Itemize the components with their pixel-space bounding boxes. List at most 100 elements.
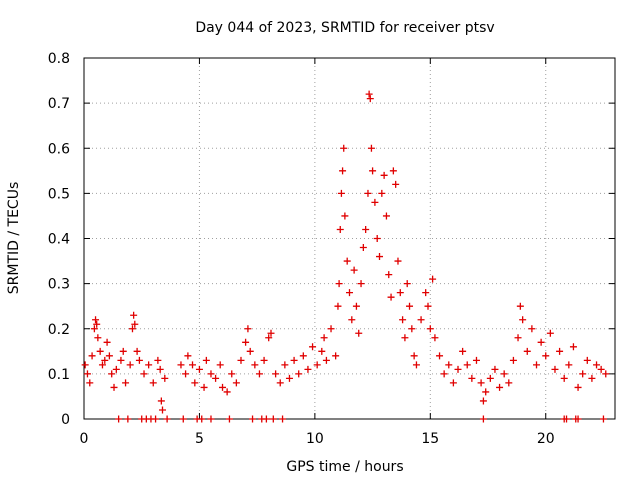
x-axis-label: GPS time / hours [286,459,403,475]
data-point [332,352,340,360]
data-point [546,329,554,337]
data-point [117,356,125,364]
data-point [366,95,374,103]
data-point [320,334,328,342]
data-point [103,338,111,346]
data-point [417,316,425,324]
data-point [94,334,102,342]
data-point [242,338,250,346]
data-point [313,361,321,369]
data-point [412,361,420,369]
data-point [122,379,130,387]
data-point [385,271,393,279]
data-point [426,325,434,333]
data-point [223,388,231,396]
data-point [401,334,409,342]
data-point [105,352,113,360]
data-point [429,275,437,283]
data-point [491,365,499,373]
data-point [126,361,134,369]
data-point [528,325,536,333]
data-point [304,365,312,373]
data-point [249,415,257,423]
data-point [140,370,148,378]
data-point [560,374,568,382]
y-tick-labels: 0 0.1 0.2 0.3 0.4 0.5 0.6 0.7 0.8 [48,51,70,428]
data-point [157,397,165,405]
y-tick-label: 0.2 [48,322,70,338]
y-axis-label: SRMTID / TECUs [6,182,22,295]
data-point [337,189,345,197]
data-point [516,302,524,310]
data-point [285,374,293,382]
data-point [369,167,377,175]
y-tick-label: 0.7 [48,96,70,112]
data-point [158,406,166,414]
data-point [410,352,418,360]
data-point [376,253,384,261]
data-point [276,379,284,387]
data-point [96,347,104,355]
data-point [436,352,444,360]
y-tick-label: 0 [61,412,70,428]
data-point [156,365,164,373]
data-point [362,225,370,233]
x-tick-labels: 0 5 10 15 20 [80,431,555,447]
data-point [232,379,240,387]
data-point [267,329,275,337]
data-point [145,361,153,369]
data-point [110,383,118,391]
data-point [341,212,349,220]
data-point [343,257,351,265]
data-point [279,415,287,423]
data-point [565,361,573,369]
data-points [81,90,610,423]
data-point [468,374,476,382]
data-point [479,397,487,405]
data-point [195,365,203,373]
data-point [152,415,160,423]
data-point [445,361,453,369]
data-point [394,257,402,265]
x-tick-label: 0 [80,431,89,447]
data-point [392,180,400,188]
y-tick-label: 0.4 [48,232,70,248]
data-point [225,415,233,423]
data-point [569,343,577,351]
data-point [382,212,390,220]
data-point [599,415,607,423]
data-point [574,383,582,391]
data-point [355,329,363,337]
data-point [519,316,527,324]
x-tick-label: 5 [195,431,204,447]
data-point [272,370,280,378]
data-point [588,374,596,382]
data-point [440,370,448,378]
data-point [500,370,508,378]
data-point [318,347,326,355]
data-point [350,266,358,274]
data-point [299,352,307,360]
data-point [98,361,106,369]
data-point [463,361,471,369]
data-point [482,388,490,396]
data-point [90,325,98,333]
data-point [124,415,132,423]
data-point [219,383,227,391]
y-tick-label: 0.5 [48,186,70,202]
data-point [135,356,143,364]
data-point [86,379,94,387]
data-point [424,302,432,310]
data-point [163,415,171,423]
data-point [537,338,545,346]
data-point [179,415,187,423]
data-point [505,379,513,387]
data-point [200,383,208,391]
y-tick-label: 0.1 [48,367,70,383]
data-point [182,370,190,378]
data-point [378,189,386,197]
data-point [364,189,372,197]
data-point [593,361,601,369]
data-point [262,415,270,423]
